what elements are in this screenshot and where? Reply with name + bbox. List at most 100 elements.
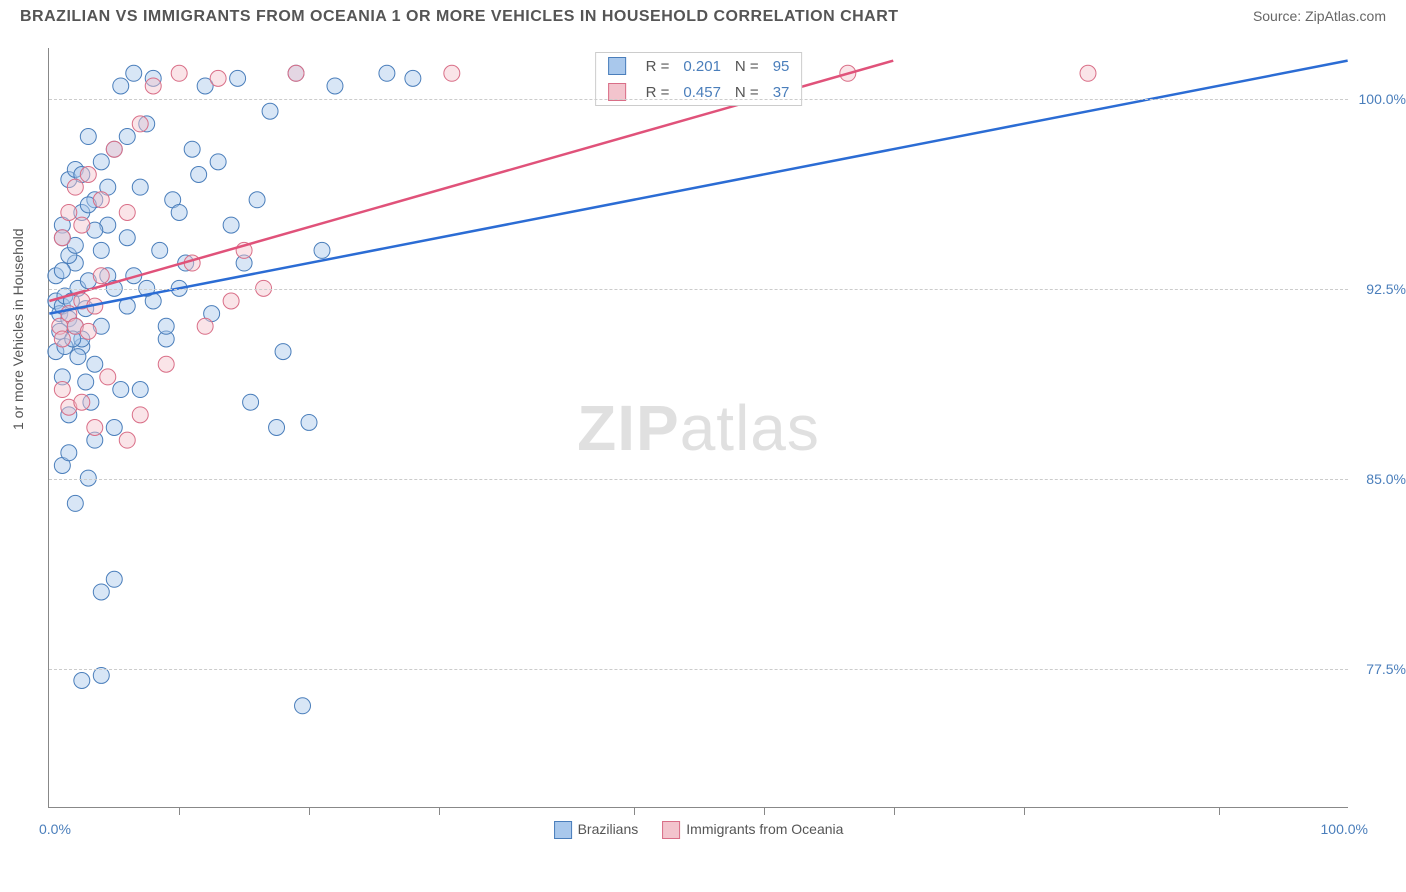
data-point [78,374,94,390]
data-point [132,407,148,423]
data-point [119,204,135,220]
data-point [54,382,70,398]
legend-swatch [554,821,572,839]
data-point [93,268,109,284]
data-point [327,78,343,94]
data-point [106,571,122,587]
y-tick-label: 100.0% [1359,91,1406,107]
legend-label: Immigrants from Oceania [686,821,843,837]
data-point [80,323,96,339]
data-point [119,230,135,246]
legend-row: R =0.457N =37 [596,79,802,105]
data-point [262,103,278,119]
data-point [1080,65,1096,81]
data-point [106,420,122,436]
y-tick-label: 77.5% [1366,661,1406,677]
data-point [67,179,83,195]
data-point [74,673,90,689]
data-point [145,78,161,94]
data-point [152,242,168,258]
x-tick [179,807,180,815]
data-point [223,217,239,233]
data-point [87,356,103,372]
data-point [54,331,70,347]
data-point [184,141,200,157]
chart-area: ZIPatlas R =0.201N =95R =0.457N =37 0.0%… [48,48,1348,808]
data-point [93,584,109,600]
x-tick [764,807,765,815]
legend-r-label: R = [646,58,670,75]
data-point [61,204,77,220]
data-point [93,154,109,170]
data-point [132,179,148,195]
data-point [100,369,116,385]
data-point [61,445,77,461]
data-point [158,356,174,372]
data-point [210,154,226,170]
data-point [295,698,311,714]
data-point [67,495,83,511]
legend-label: Brazilians [578,821,639,837]
data-point [230,70,246,86]
data-point [301,414,317,430]
data-point [119,129,135,145]
data-point [87,420,103,436]
data-point [171,204,187,220]
series-legend: Brazilians Immigrants from Oceania [554,821,844,839]
data-point [54,263,70,279]
data-point [405,70,421,86]
legend-n-label: N = [735,58,759,75]
data-point [74,394,90,410]
data-point [113,78,129,94]
y-axis-label: 1 or more Vehicles in Household [10,228,26,430]
data-point [171,65,187,81]
data-point [113,382,129,398]
gridline [49,479,1348,480]
source-label: Source: ZipAtlas.com [1253,8,1386,24]
data-point [223,293,239,309]
legend-row: R = 0.201 N = 95 [596,53,802,79]
data-point [132,382,148,398]
x-axis-max-label: 100.0% [1321,821,1368,837]
data-point [269,420,285,436]
data-point [158,318,174,334]
data-point [132,116,148,132]
data-point [54,230,70,246]
y-tick-label: 92.5% [1366,281,1406,297]
data-point [70,349,86,365]
data-point [191,167,207,183]
y-tick-label: 85.0% [1366,471,1406,487]
legend-r-value: 0.201 [683,58,721,75]
data-point [93,242,109,258]
x-tick [309,807,310,815]
legend-item: Brazilians [554,821,639,839]
x-axis-min-label: 0.0% [39,821,71,837]
x-tick [439,807,440,815]
x-tick [894,807,895,815]
data-point [80,129,96,145]
data-point [119,432,135,448]
legend-swatch [608,57,626,75]
data-point [80,167,96,183]
data-point [379,65,395,81]
legend-item: Immigrants from Oceania [662,821,843,839]
x-tick [634,807,635,815]
data-point [197,318,213,334]
legend-swatch [662,821,680,839]
gridline [49,99,1348,100]
data-point [74,217,90,233]
data-point [126,65,142,81]
data-point [93,192,109,208]
data-point [93,667,109,683]
x-tick [1024,807,1025,815]
data-point [106,141,122,157]
gridline [49,669,1348,670]
data-point [314,242,330,258]
data-point [444,65,460,81]
chart-title: BRAZILIAN VS IMMIGRANTS FROM OCEANIA 1 O… [20,8,899,26]
legend-n-value: 95 [773,58,790,75]
gridline [49,289,1348,290]
data-point [275,344,291,360]
data-point [210,70,226,86]
x-tick [1219,807,1220,815]
